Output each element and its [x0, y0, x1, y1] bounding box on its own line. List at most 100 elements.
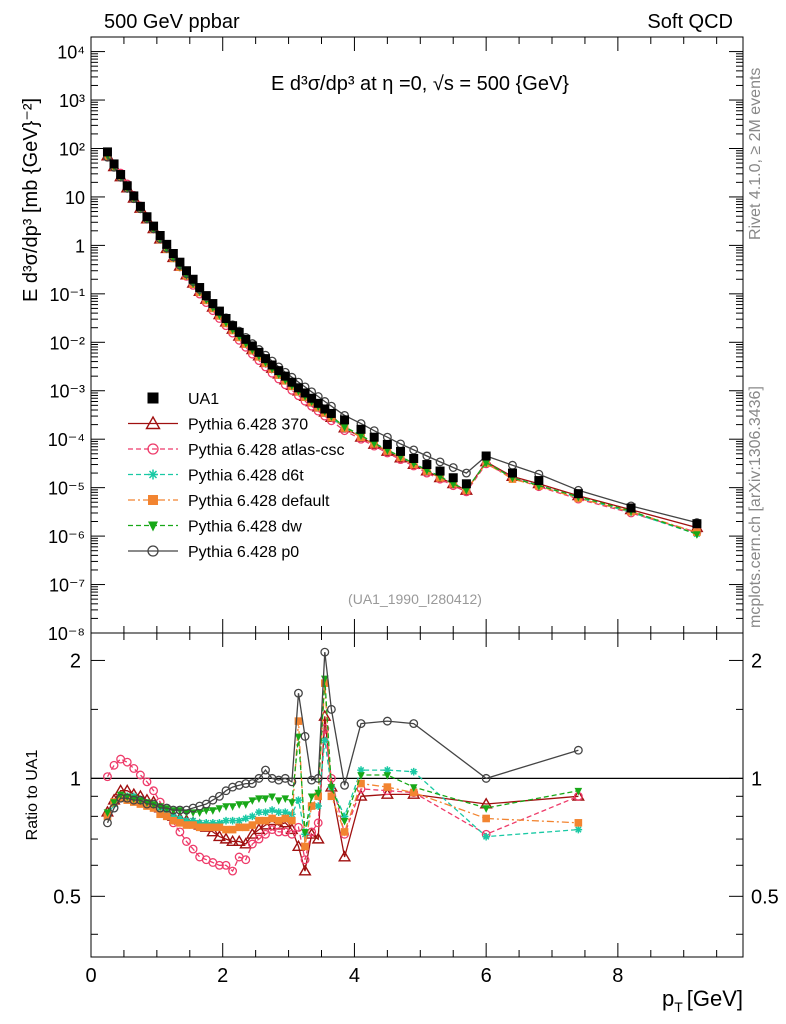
data-point — [280, 371, 290, 381]
star-stroke — [268, 806, 276, 814]
data-point — [307, 775, 317, 785]
data-point — [574, 825, 583, 834]
data-point — [254, 773, 264, 783]
data-point — [423, 467, 431, 475]
data-point — [155, 803, 165, 813]
data-point — [248, 797, 257, 805]
data-point — [327, 792, 336, 801]
data-point — [116, 170, 126, 180]
plot-title: E d³σ/dp³ at η =0, √s = 500 {GeV} — [271, 73, 569, 95]
main-plot-axes: 10⁻⁸ 10⁻⁷ 10⁻⁶ 10⁻⁵ 10⁻⁴ 10⁻³ 10⁻² 10⁻¹ 1 10 10² 10… — [48, 36, 744, 644]
data-point — [209, 819, 217, 827]
data-point — [209, 823, 217, 832]
data-point — [247, 839, 257, 849]
data-point — [274, 797, 283, 805]
data-point — [314, 802, 323, 810]
ratio-frame — [90, 632, 744, 958]
data-point — [208, 299, 218, 309]
star-stroke — [261, 808, 270, 816]
data-point — [201, 799, 211, 809]
series-pythia-6-428-370 — [100, 709, 585, 876]
data-point — [383, 447, 392, 455]
data-point — [294, 688, 303, 698]
data-point — [300, 855, 310, 865]
data-point — [294, 796, 303, 804]
data-point — [288, 799, 296, 807]
data-point — [162, 239, 172, 249]
analysis-watermark: (UA1_1990_I280412) — [348, 591, 482, 607]
data-point — [261, 354, 271, 364]
data-point — [340, 812, 349, 821]
data-point — [129, 191, 139, 201]
data-point — [202, 807, 211, 815]
data-point — [422, 460, 432, 470]
data-point — [162, 805, 171, 813]
data-point — [206, 825, 220, 837]
data-point — [307, 802, 316, 810]
x-axis-label: pT [GeV] — [662, 986, 743, 1015]
data-point — [221, 860, 231, 870]
data-point — [300, 388, 310, 398]
data-point — [314, 789, 323, 798]
data-point — [149, 221, 159, 231]
data-point — [241, 779, 251, 789]
xtick-label: 0 — [85, 965, 96, 987]
data-point — [228, 816, 237, 825]
data-point — [176, 807, 184, 815]
data-point — [326, 704, 336, 714]
legend-marker — [148, 495, 158, 505]
data-point — [142, 212, 152, 222]
data-point — [307, 393, 317, 403]
data-point — [448, 473, 458, 483]
legend-label: Pythia 6.428 d6t — [188, 468, 304, 485]
ytick-label: 10⁻⁷ — [49, 576, 85, 596]
data-point — [268, 814, 276, 823]
ratio-ytick-label-right: 2 — [751, 650, 762, 672]
data-point — [482, 814, 490, 823]
data-point — [294, 822, 303, 832]
xtick-label: 4 — [349, 965, 360, 987]
data-point — [219, 832, 233, 844]
data-point — [129, 764, 139, 773]
star-stroke — [169, 812, 178, 821]
data-point — [195, 809, 204, 817]
data-point — [241, 801, 250, 809]
star-stroke — [189, 816, 197, 825]
data-point — [135, 201, 145, 211]
header-left: 500 GeV ppbar — [104, 11, 240, 33]
data-point — [221, 313, 231, 323]
legend-label: Pythia 6.428 default — [188, 493, 330, 510]
star-stroke — [574, 825, 583, 834]
legend-marker — [148, 521, 158, 532]
data-point — [109, 760, 119, 770]
ratio-ylabel: Ratio to UA1 — [24, 750, 41, 841]
ratio-ytick-label-right: 1 — [751, 768, 762, 790]
ytick-label: 10⁻⁶ — [48, 527, 85, 547]
ratio-ytick-label: 0.5 — [53, 886, 81, 908]
legend-label: Pythia 6.428 atlas-csc — [188, 442, 345, 459]
data-point — [255, 795, 263, 804]
star-stroke — [209, 819, 217, 827]
data-point — [116, 793, 126, 803]
data-point — [383, 772, 392, 780]
data-point — [189, 816, 197, 825]
data-point — [281, 814, 290, 823]
data-point — [409, 788, 418, 797]
series-pythia-6-428-p0 — [103, 647, 583, 828]
data-point — [313, 398, 323, 408]
ytick-label: 10⁻² — [49, 333, 85, 353]
data-point — [168, 249, 178, 259]
data-point — [214, 306, 224, 316]
data-point — [201, 291, 211, 301]
data-point — [461, 468, 471, 478]
star-stroke — [281, 808, 290, 816]
data-point — [574, 787, 583, 796]
mcplots-text: mcplots.cern.ch [arXiv:1306.3436] — [747, 386, 764, 628]
star-stroke — [357, 766, 365, 774]
data-point — [149, 786, 159, 796]
star-stroke — [202, 819, 211, 827]
legend-marker — [145, 415, 161, 430]
star-stroke — [482, 832, 490, 841]
data-point — [182, 821, 191, 829]
x-label-sub: T — [674, 999, 683, 1015]
